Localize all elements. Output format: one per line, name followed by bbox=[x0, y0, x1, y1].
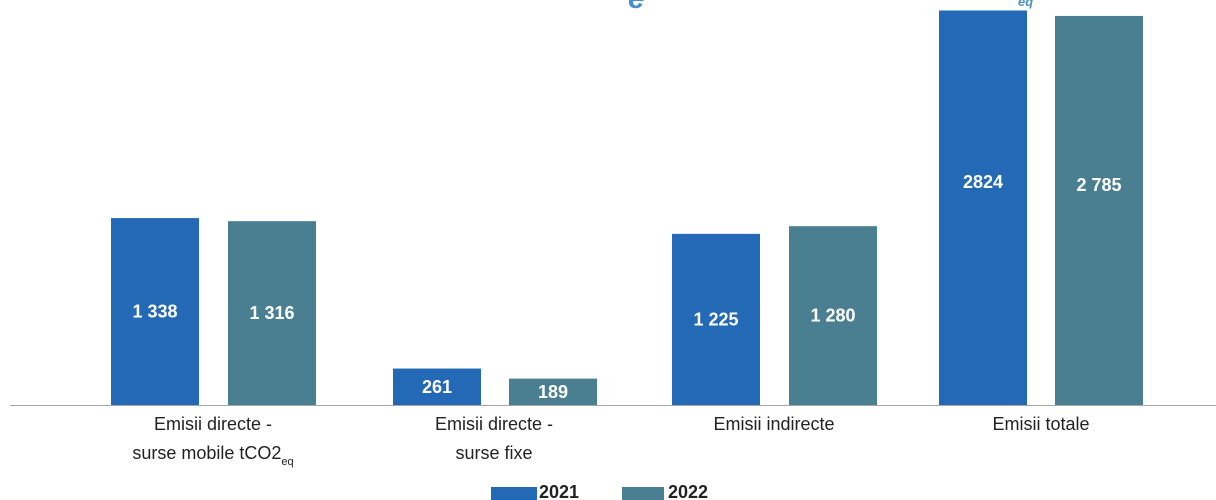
bar-2021-0 bbox=[111, 218, 199, 405]
legend-swatch-2022 bbox=[622, 487, 664, 500]
legend-label-2021: 2021 bbox=[539, 482, 579, 500]
bar-2021-2 bbox=[672, 233, 760, 405]
bar-2022-3 bbox=[1055, 15, 1143, 406]
bar-value-label-2021-3: 2824 bbox=[963, 172, 1003, 192]
category-label-line1-0: Emisii directe - bbox=[154, 414, 272, 434]
legend-label-2022: 2022 bbox=[668, 482, 708, 500]
bar-value-label-2022-0: 1 316 bbox=[249, 303, 294, 323]
legend-swatch-2021 bbox=[491, 487, 537, 500]
title-fragment: e bbox=[628, 0, 645, 15]
title-fragment-subscript: eq bbox=[1018, 0, 1033, 9]
bar-2022-2 bbox=[789, 226, 877, 405]
bar-labels-group: 1 338 261 1 225 2824 1 316 189 1 280 2 785 bbox=[132, 172, 1121, 402]
category-label-line2-1: surse fixe bbox=[455, 443, 532, 463]
bar-value-label-2021-1: 261 bbox=[422, 377, 452, 397]
bar-value-label-2022-2: 1 280 bbox=[810, 306, 855, 326]
bar-value-label-2021-2: 1 225 bbox=[693, 309, 738, 329]
category-label-line1-1: Emisii directe - bbox=[435, 414, 553, 434]
bar-2021-1 bbox=[393, 368, 481, 405]
legend: 2021 2022 bbox=[491, 482, 708, 500]
category-label-line1-2: Emisii indirecte bbox=[713, 414, 834, 434]
bar-value-label-2022-1: 189 bbox=[538, 382, 568, 402]
bar-2022-0 bbox=[228, 221, 316, 405]
bar-value-label-2022-3: 2 785 bbox=[1076, 175, 1121, 195]
category-label-subscript-0: eq bbox=[281, 456, 293, 468]
bars-group bbox=[111, 10, 1143, 406]
bar-value-label-2021-0: 1 338 bbox=[132, 302, 177, 322]
category-labels-group: Emisii directe - surse mobile tCO2eq Emisi… bbox=[132, 414, 1089, 468]
bar-2022-1 bbox=[509, 378, 597, 405]
bar-2021-3 bbox=[939, 10, 1027, 405]
category-label-line1-3: Emisii totale bbox=[992, 414, 1089, 434]
category-label-line2-0: surse mobile tCO2eq bbox=[132, 443, 293, 468]
